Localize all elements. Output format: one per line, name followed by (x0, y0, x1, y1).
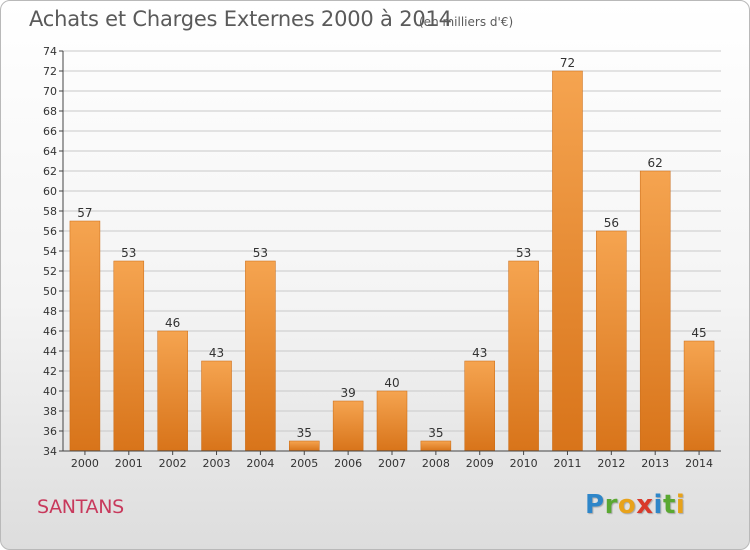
y-tick-label: 72 (43, 65, 57, 78)
x-tick-label: 2006 (334, 457, 362, 470)
bar-2014[interactable] (683, 340, 715, 452)
y-tick-label: 58 (43, 205, 57, 218)
x-tick-label: 2011 (553, 457, 581, 470)
logo-letter: i (675, 490, 686, 520)
data-label: 53 (516, 246, 531, 260)
bar-2013[interactable] (639, 170, 671, 452)
x-tick-label: 2005 (290, 457, 318, 470)
x-tick-label: 2002 (159, 457, 187, 470)
logo-letter: i (653, 490, 663, 520)
y-tick-label: 44 (43, 345, 57, 358)
y-tick-label: 66 (43, 125, 57, 138)
bar-2002[interactable] (157, 330, 188, 452)
bar-2007[interactable] (376, 390, 408, 452)
y-tick-label: 38 (43, 405, 57, 418)
data-label: 53 (253, 246, 268, 260)
x-tick-label: 2014 (685, 457, 713, 470)
data-label: 35 (428, 426, 443, 440)
y-tick-label: 64 (43, 145, 57, 158)
data-label: 46 (165, 316, 180, 330)
data-label: 45 (691, 326, 706, 340)
x-tick-label: 2009 (466, 457, 494, 470)
logo-letter: P (585, 490, 605, 520)
bars: 57 53 46 43 53 35 39 40 35 43 53 72 56 62 45 (69, 56, 715, 452)
data-label: 40 (384, 376, 399, 390)
bar-2006[interactable] (332, 400, 364, 452)
y-tick-label: 42 (43, 365, 57, 378)
data-label: 43 (472, 346, 487, 360)
data-label: 39 (340, 386, 355, 400)
y-tick-label: 70 (43, 85, 57, 98)
data-label: 35 (297, 426, 312, 440)
axes: 34 36 38 40 42 44 46 48 50 52 54 56 58 60 62 64 66 68 70 72… (43, 45, 721, 470)
bar-2008[interactable] (420, 440, 452, 452)
y-tick-label: 46 (43, 325, 57, 338)
bar-2009[interactable] (464, 360, 495, 452)
data-label: 56 (604, 216, 619, 230)
x-tick-label: 2012 (597, 457, 625, 470)
x-tick-label: 2003 (203, 457, 231, 470)
y-tick-label: 56 (43, 225, 57, 238)
bar-2000[interactable] (69, 220, 101, 452)
bar-2010[interactable] (508, 260, 539, 452)
logo-letter: x (636, 490, 654, 520)
y-tick-label: 48 (43, 305, 57, 318)
x-tick-label: 2008 (422, 457, 450, 470)
y-tick-label: 54 (43, 245, 57, 258)
x-tick-label: 2007 (378, 457, 406, 470)
bar-2003[interactable] (201, 360, 232, 452)
chart-subtitle: (en milliers d'€) (419, 15, 514, 29)
y-tick-label: 34 (43, 445, 57, 458)
data-label: 57 (77, 206, 92, 220)
logo-letter: r (604, 490, 618, 520)
proxiti-logo[interactable]: Proxiti (585, 490, 685, 520)
y-tick-label: 50 (43, 285, 57, 298)
data-label: 62 (648, 156, 663, 170)
commune-name: SANTANS (37, 496, 124, 518)
x-tick-label: 2010 (510, 457, 538, 470)
data-label: 53 (121, 246, 136, 260)
y-tick-label: 36 (43, 425, 57, 438)
logo-letter: o (617, 490, 637, 520)
data-label: 43 (209, 346, 224, 360)
bar-2005[interactable] (289, 440, 320, 452)
bar-2012[interactable] (596, 230, 627, 452)
bar-2011[interactable] (552, 70, 583, 452)
data-label: 72 (560, 56, 575, 70)
y-tick-label: 52 (43, 265, 57, 278)
x-tick-label: 2004 (246, 457, 274, 470)
chart-title: Achats et Charges Externes 2000 à 2014 (29, 7, 452, 31)
y-tick-label: 74 (43, 45, 57, 58)
y-tick-label: 62 (43, 165, 57, 178)
y-tick-label: 68 (43, 105, 57, 118)
y-tick-label: 60 (43, 185, 57, 198)
bar-2001[interactable] (113, 260, 145, 452)
y-tick-label: 40 (43, 385, 57, 398)
x-tick-label: 2000 (71, 457, 99, 470)
x-tick-label: 2001 (115, 457, 143, 470)
logo-letter: t (662, 490, 676, 520)
bar-2004[interactable] (245, 260, 276, 452)
x-tick-label: 2013 (641, 457, 669, 470)
